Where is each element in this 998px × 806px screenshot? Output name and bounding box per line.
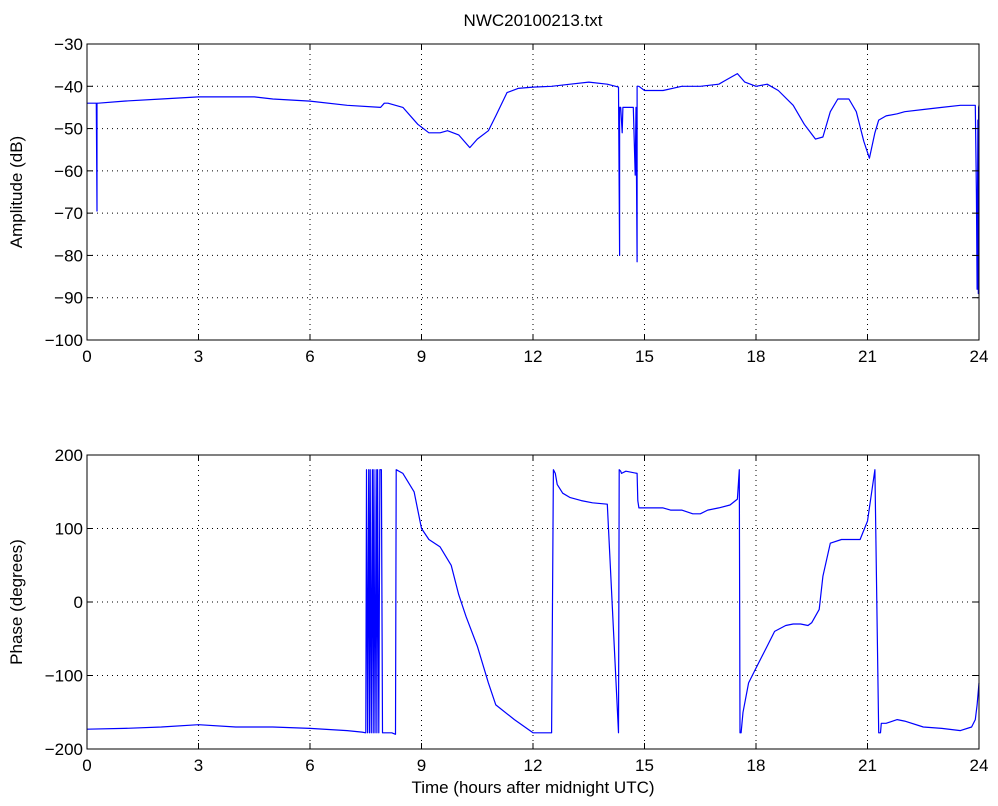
y-tick-label: −50 [54,120,83,139]
y-tick-label: 100 [55,520,83,539]
y-tick-label: −80 [54,246,83,265]
x-tick-label: 3 [194,756,203,775]
x-tick-label: 6 [305,756,314,775]
y-tick-label: −30 [54,35,83,54]
x-tick-label: 9 [417,347,426,366]
x-tick-label: 9 [417,756,426,775]
x-tick-label: 12 [524,756,543,775]
x-tick-label: 21 [858,756,877,775]
x-tick-label: 3 [194,347,203,366]
data-series-line [87,72,980,295]
x-tick-label: 21 [858,347,877,366]
y-tick-label: −200 [45,740,83,759]
y-tick-label: −40 [54,77,83,96]
y-tick-label: −60 [54,162,83,181]
x-tick-label: 18 [747,347,766,366]
y-tick-label: −90 [54,289,83,308]
x-tick-label: 6 [305,347,314,366]
y-tick-label: −100 [45,331,83,350]
y-tick-label: 0 [74,593,83,612]
x-tick-label: 15 [635,756,654,775]
y-tick-label: 200 [55,446,83,465]
amplitude-panel: 0 3 6 9 12 15 18 21 24 −100 −90 −80 −70 −60 −50 −40 −30 A… [7,35,988,366]
y-tick-label: −100 [45,667,83,686]
y-axis-label: Phase (degrees) [7,539,26,665]
data-series-line [86,469,980,735]
y-tick-label: −70 [54,204,83,223]
x-tick-label: 15 [635,347,654,366]
figure-title: NWC20100213.txt [464,11,603,30]
y-axis-label: Amplitude (dB) [7,136,26,248]
x-tick-label: 18 [747,756,766,775]
x-tick-label: 12 [524,347,543,366]
x-tick-label: 24 [970,347,989,366]
x-tick-label: 24 [970,756,989,775]
x-axis-label: Time (hours after midnight UTC) [411,778,654,797]
phase-panel: 0 3 6 9 12 15 18 21 24 −200 −100 0 100 200 Phase (degr… [7,446,988,797]
x-tick-label: 0 [82,347,91,366]
x-tick-label: 0 [82,756,91,775]
